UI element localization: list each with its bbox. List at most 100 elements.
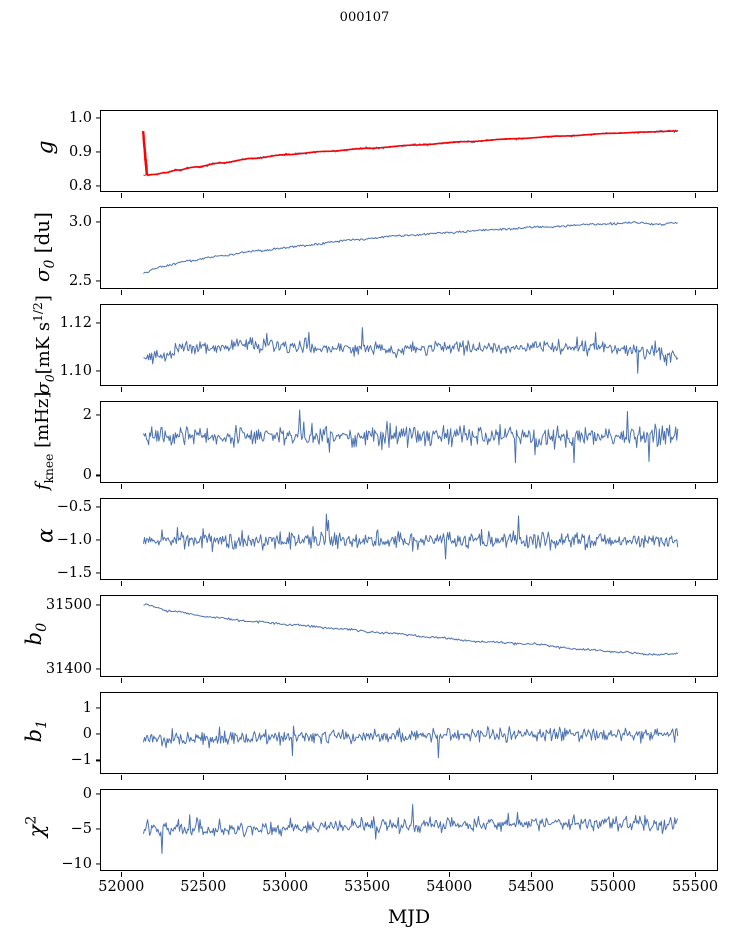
x-tick-mark-sigma0-mk-3 <box>367 387 369 392</box>
y-tick-label-b1-0: −1 <box>70 752 92 769</box>
data-series-b1-0 <box>143 726 677 757</box>
x-tick-mark-sigma0-du-7 <box>695 290 697 295</box>
data-series-gain-0 <box>143 130 677 176</box>
x-tick-mark-b1-5 <box>531 775 533 780</box>
plot-panel-sigma0-mk <box>100 304 718 386</box>
y-tick-mark-chi2-2 <box>95 793 100 795</box>
x-tick-mark-sigma0-du-4 <box>449 290 451 295</box>
figure-title: 000107 <box>339 10 390 25</box>
x-tick-mark-sigma0-mk-0 <box>121 387 123 392</box>
plot-area-sigma0-mk <box>101 305 717 385</box>
y-axis-label-gain: g <box>33 139 59 155</box>
x-tick-label-1: 52500 <box>180 879 227 895</box>
y-axis-label-b0: b0 <box>21 623 51 646</box>
y-tick-mark-gain-2 <box>95 117 100 119</box>
x-tick-mark-chi2-6 <box>613 872 615 877</box>
plot-area-sigma0-du <box>101 208 717 288</box>
x-tick-label-5: 54500 <box>508 879 555 895</box>
gain-model-spike <box>143 131 147 175</box>
y-axis-label-alpha: α <box>33 527 59 543</box>
x-tick-mark-fknee-5 <box>531 484 533 489</box>
data-series-sigma0-mk-0 <box>143 328 677 374</box>
x-tick-mark-fknee-4 <box>449 484 451 489</box>
data-series-chi2-0 <box>143 805 677 854</box>
y-tick-label-b0-1: 31500 <box>45 596 92 613</box>
y-tick-label-sigma0-du-0: 2.5 <box>68 272 92 289</box>
x-tick-mark-gain-5 <box>531 193 533 198</box>
x-tick-mark-chi2-2 <box>285 872 287 877</box>
y-tick-label-alpha-0: −0.5 <box>56 498 92 515</box>
x-tick-mark-sigma0-du-6 <box>613 290 615 295</box>
x-tick-mark-alpha-1 <box>203 581 205 586</box>
x-tick-label-3: 53500 <box>344 879 391 895</box>
y-tick-label-gain-0: 0.8 <box>68 178 92 195</box>
plot-panel-gain <box>100 110 718 192</box>
x-tick-mark-b1-4 <box>449 775 451 780</box>
y-tick-mark-chi2-1 <box>95 828 100 830</box>
y-axis-label-b1: b1 <box>21 720 51 743</box>
y-tick-mark-b1-1 <box>95 733 100 735</box>
x-tick-mark-gain-0 <box>121 193 123 198</box>
x-tick-mark-alpha-5 <box>531 581 533 586</box>
x-tick-mark-b0-2 <box>285 678 287 683</box>
y-tick-mark-fknee-0 <box>95 474 100 477</box>
y-tick-label-sigma0-mk-0: 1.10 <box>59 363 92 380</box>
x-tick-mark-sigma0-du-3 <box>367 290 369 295</box>
plot-area-gain <box>101 111 717 191</box>
y-tick-mark-fknee-1 <box>95 414 100 416</box>
x-tick-mark-fknee-3 <box>367 484 369 489</box>
y-tick-label-alpha-2: −1.5 <box>56 565 92 582</box>
x-axis-label: MJD <box>387 906 431 928</box>
y-axis-label-fknee: fknee [mHz] <box>32 391 56 490</box>
x-tick-mark-b0-1 <box>203 678 205 683</box>
data-series-alpha-0 <box>143 514 677 559</box>
x-tick-mark-gain-2 <box>285 193 287 198</box>
data-series-gain-1 <box>143 131 677 175</box>
plot-panel-b1 <box>100 692 718 774</box>
y-tick-label-gain-2: 1.0 <box>68 109 92 126</box>
x-tick-mark-sigma0-mk-2 <box>285 387 287 392</box>
y-tick-label-fknee-0: 0 <box>82 467 92 484</box>
x-tick-mark-sigma0-mk-4 <box>449 387 451 392</box>
x-tick-mark-b1-6 <box>613 775 615 780</box>
x-tick-label-7: 55500 <box>672 879 719 895</box>
x-tick-mark-b1-2 <box>285 775 287 780</box>
x-tick-mark-sigma0-du-2 <box>285 290 287 295</box>
x-tick-mark-b0-7 <box>695 678 697 683</box>
x-tick-mark-sigma0-mk-5 <box>531 387 533 392</box>
x-tick-mark-chi2-4 <box>449 872 451 877</box>
y-tick-mark-b1-0 <box>95 759 100 761</box>
y-tick-label-fknee-1: 2 <box>82 406 92 423</box>
plot-panel-chi2 <box>100 789 718 871</box>
x-tick-mark-sigma0-du-5 <box>531 290 533 295</box>
x-tick-mark-chi2-1 <box>203 872 205 877</box>
x-tick-label-2: 53000 <box>262 879 309 895</box>
plot-area-b0 <box>101 596 717 676</box>
x-tick-mark-alpha-7 <box>695 581 697 586</box>
y-axis-label-sigma0-du: σ0 [du] <box>30 212 58 282</box>
x-tick-mark-alpha-6 <box>613 581 615 586</box>
y-tick-label-b0-0: 31400 <box>45 661 92 678</box>
plot-panel-alpha <box>100 498 718 580</box>
x-tick-mark-sigma0-mk-7 <box>695 387 697 392</box>
y-tick-mark-gain-1 <box>95 151 100 153</box>
x-tick-mark-chi2-3 <box>367 872 369 877</box>
x-tick-mark-alpha-3 <box>367 581 369 586</box>
x-tick-mark-fknee-0 <box>121 484 123 489</box>
x-tick-mark-sigma0-mk-6 <box>613 387 615 392</box>
y-tick-mark-b0-1 <box>95 604 100 606</box>
plot-panel-sigma0-du <box>100 207 718 289</box>
data-series-b0-0 <box>143 604 677 655</box>
x-tick-mark-b0-6 <box>613 678 615 683</box>
x-tick-mark-b0-4 <box>449 678 451 683</box>
x-tick-mark-chi2-7 <box>695 872 697 877</box>
y-tick-mark-sigma0-mk-1 <box>95 322 100 324</box>
x-tick-mark-b1-1 <box>203 775 205 780</box>
y-tick-mark-b1-2 <box>95 707 100 709</box>
y-tick-label-b1-2: 1 <box>82 699 92 716</box>
x-tick-label-4: 54000 <box>426 879 473 895</box>
x-tick-mark-b1-3 <box>367 775 369 780</box>
y-tick-mark-alpha-1 <box>95 539 100 541</box>
y-tick-mark-chi2-0 <box>95 863 100 865</box>
data-series-fknee-0 <box>143 410 677 463</box>
